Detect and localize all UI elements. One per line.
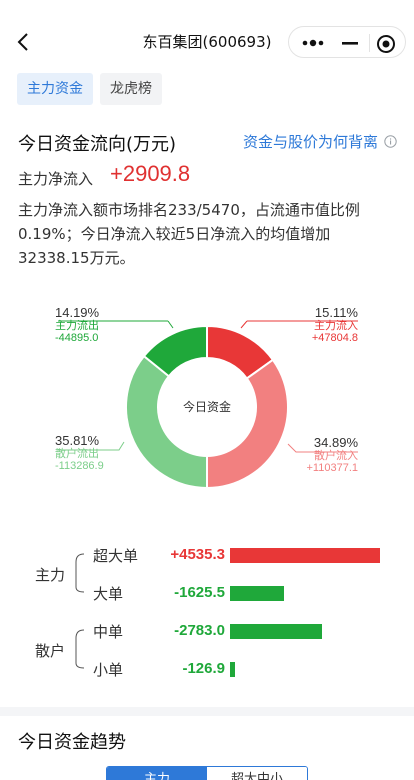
divergence-link-label[interactable]: 资金与股价为何背离 <box>242 133 378 151</box>
leader-line-retail-in <box>287 443 358 453</box>
main-out-pct: 14.19% <box>55 305 100 320</box>
label-retail-out: 35.81% 散户流出 -113286.9 <box>55 433 104 472</box>
row-value-super: +4535.3 <box>170 546 225 563</box>
mini-program-capsule <box>288 26 406 58</box>
trend-title: 今日资金趋势 <box>18 732 126 753</box>
info-icon[interactable] <box>384 135 397 148</box>
segment-size[interactable]: 超大中小 <box>207 767 307 780</box>
group-main: 主力 <box>35 566 66 584</box>
segment-main[interactable]: 主力 <box>107 767 207 780</box>
section-title: 今日资金流向(万元) <box>18 134 177 155</box>
retail-in-name: 散户流入 <box>314 450 358 462</box>
group-retail: 散户 <box>35 642 66 660</box>
back-arrow-icon[interactable] <box>14 30 34 54</box>
retail-out-name: 散户流出 <box>55 448 99 460</box>
leader-line-main-out <box>167 320 174 329</box>
tab-dragon-tiger-list[interactable]: 龙虎榜 <box>100 73 162 105</box>
main-out-name: 主力流出 <box>55 320 99 332</box>
flow-description: 主力净流入额市场排名233/5470，占流通市值比例0.19%；今日净流入较近5… <box>18 201 360 267</box>
row-bar-large <box>230 586 284 601</box>
breakdown-brackets <box>75 553 85 669</box>
retail-in-value: +110377.1 <box>306 462 359 474</box>
label-retail-in: 34.89% 散户流入 +110377.1 <box>300 435 359 474</box>
row-bar-super <box>230 548 380 563</box>
row-bar-small <box>230 662 235 677</box>
row-name-super: 超大单 <box>93 547 139 565</box>
row-name-medium: 中单 <box>93 623 124 641</box>
row-name-large: 大单 <box>93 585 124 603</box>
row-value-medium: -2783.0 <box>174 622 225 639</box>
row-name-small: 小单 <box>93 661 124 679</box>
donut-slice-main-out <box>142 324 208 378</box>
donut-slice-retail-in <box>206 358 289 490</box>
row-value-small: -126.9 <box>182 660 225 677</box>
net-inflow-label: 主力净流入 <box>18 170 94 188</box>
divergence-link[interactable]: 资金与股价为何背离 <box>243 131 397 152</box>
close-target-icon[interactable] <box>376 34 396 54</box>
retail-in-pct: 34.89% <box>313 435 358 450</box>
row-value-large: -1625.5 <box>174 584 225 601</box>
row-bar-medium <box>230 624 322 639</box>
retail-out-value: -113286.9 <box>55 460 104 472</box>
section-divider <box>0 707 414 716</box>
donut-slice-retail-out <box>125 354 208 490</box>
net-inflow-value: +2909.8 <box>110 161 191 186</box>
trend-segment-control: 主力 超大中小 <box>106 766 308 780</box>
main-in-name: 主力流入 <box>314 320 358 332</box>
more-icon[interactable] <box>301 36 325 50</box>
main-in-pct: 15.11% <box>314 305 358 320</box>
main-in-value: +47804.8 <box>311 332 358 344</box>
donut-svg: 今日资金 <box>58 320 358 490</box>
page-title: 东百集团(600693) <box>142 33 272 51</box>
leader-line-retail-out <box>58 441 125 451</box>
retail-out-pct: 35.81% <box>55 433 100 448</box>
leader-line-main-in <box>240 320 248 329</box>
label-main-out: 14.19% 主力流出 -44895.0 <box>55 305 99 344</box>
navigation-bar: 东百集团(600693) <box>0 0 414 84</box>
donut-center-label: 今日资金 <box>183 399 231 414</box>
label-main-in: 15.11% 主力流入 +47804.8 <box>300 305 358 344</box>
capital-donut-chart: 今日资金 14.19% 主力流出 -44895.0 15.11% 主力流入 +4… <box>0 290 414 500</box>
tab-main-capital[interactable]: 主力资金 <box>17 73 93 105</box>
minimize-icon[interactable] <box>340 36 360 50</box>
main-out-value: -44895.0 <box>55 332 99 344</box>
